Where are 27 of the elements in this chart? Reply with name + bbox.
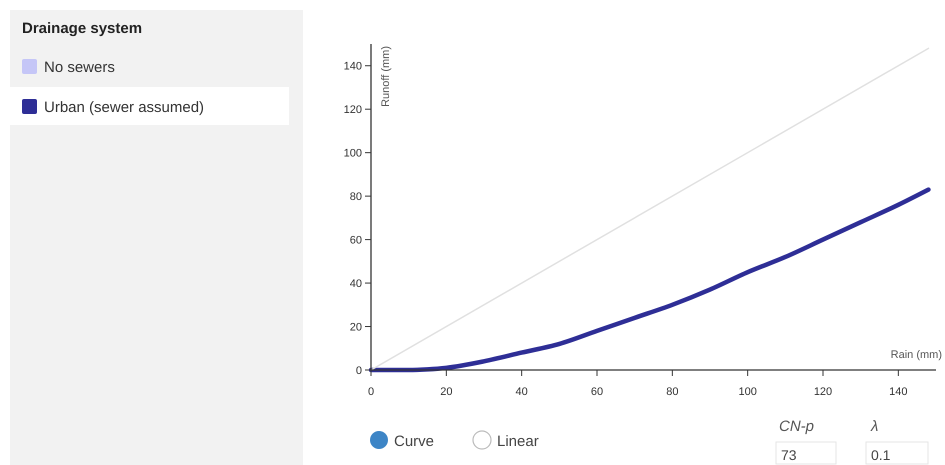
y-tick-label: 140 (344, 60, 362, 73)
x-tick-label: 60 (590, 386, 604, 398)
y-tick-label: 0 (356, 365, 362, 377)
y-tick-label: 20 (350, 322, 362, 334)
y-tick-label: 60 (350, 234, 362, 247)
x-tick-label: 140 (889, 386, 908, 398)
y-axis-title: Runoff (mm) (380, 46, 392, 107)
x-axis-title: Rain (mm) (890, 349, 942, 361)
legend-label: No sewers (44, 59, 115, 76)
legend-title: Drainage system (22, 20, 142, 37)
y-tick-label: 80 (350, 191, 362, 204)
x-tick-label: 120 (814, 386, 832, 398)
x-tick-label: 0 (368, 386, 374, 398)
y-tick-label: 40 (350, 278, 362, 290)
text: λ (870, 418, 878, 435)
x-tick-label: 80 (666, 386, 678, 398)
x-tick-label: 100 (738, 386, 757, 398)
legend-label: Urban (sewer assumed) (44, 99, 204, 116)
text: 73 (781, 447, 797, 463)
x-tick-label: 20 (440, 386, 452, 398)
x-tick-label: 40 (516, 386, 528, 398)
text: CN-p (779, 418, 814, 435)
y-tick-label: 100 (344, 148, 362, 160)
text: 0.1 (871, 447, 891, 463)
text: Curve (394, 433, 434, 450)
y-tick-label: 120 (344, 104, 362, 116)
text: Linear (497, 433, 539, 450)
